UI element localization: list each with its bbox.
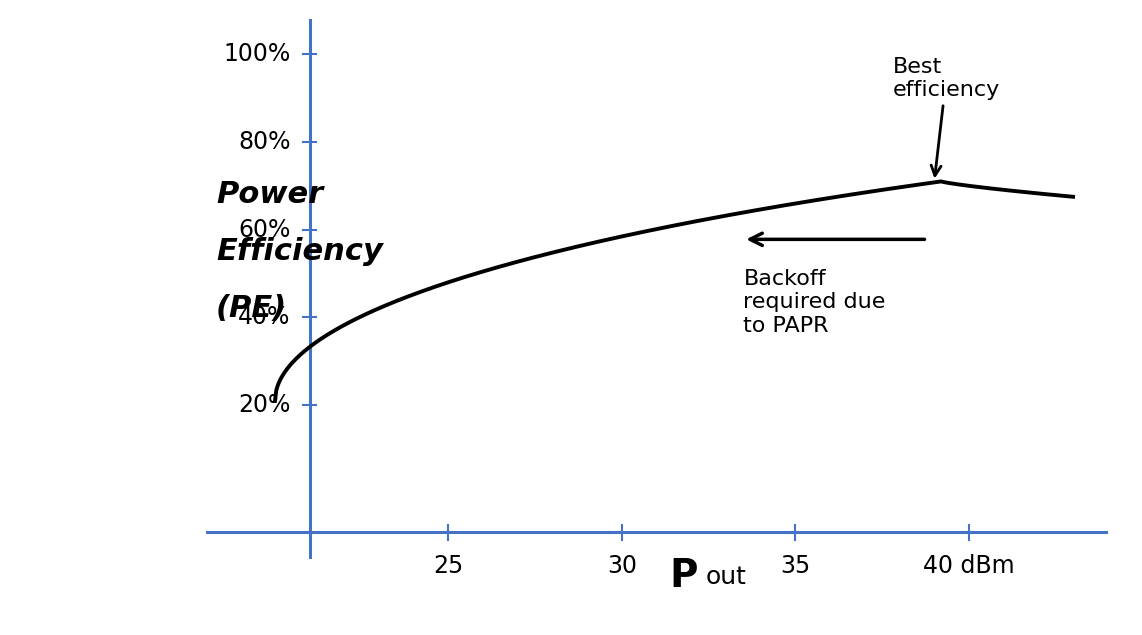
Text: 40 dBm: 40 dBm xyxy=(923,554,1015,578)
Text: P: P xyxy=(670,557,698,594)
Text: 20%: 20% xyxy=(239,393,290,417)
Text: 40%: 40% xyxy=(239,305,290,330)
Text: out: out xyxy=(706,565,746,589)
Text: 35: 35 xyxy=(780,554,811,578)
Text: 60%: 60% xyxy=(239,218,290,242)
Text: 25: 25 xyxy=(433,554,464,578)
Text: 80%: 80% xyxy=(238,130,290,154)
Text: Backoff
required due
to PAPR: Backoff required due to PAPR xyxy=(743,269,886,335)
Text: Best
efficiency: Best efficiency xyxy=(893,57,1000,175)
Text: 100%: 100% xyxy=(224,42,290,66)
Text: 30: 30 xyxy=(606,554,637,578)
Text: Efficiency: Efficiency xyxy=(216,237,383,266)
Text: (PE): (PE) xyxy=(216,294,288,323)
Text: Power: Power xyxy=(216,180,323,209)
